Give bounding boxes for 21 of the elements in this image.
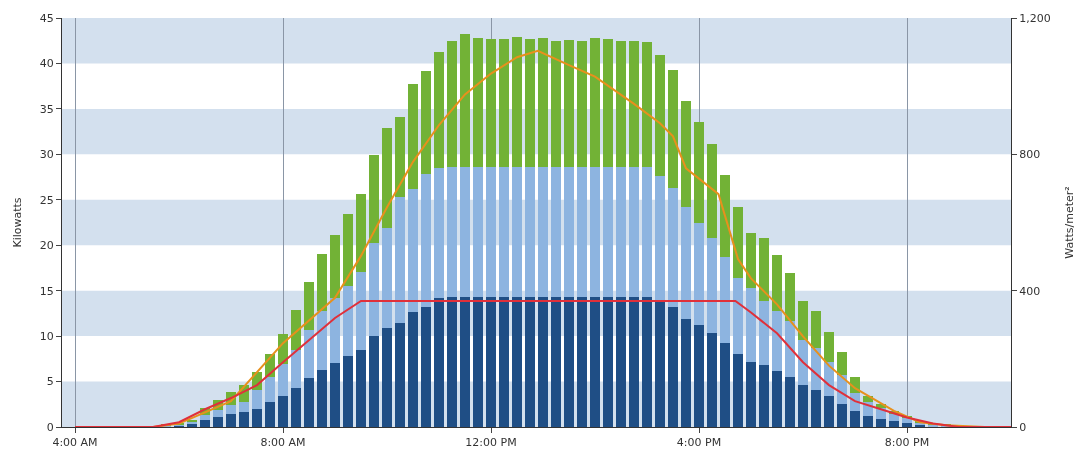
y-tick-label: 20	[39, 239, 54, 253]
y-axis-title: Kilowatts	[11, 197, 25, 248]
y-tick-label: 0	[46, 420, 54, 434]
y2-tick-label: 1,200	[1019, 11, 1051, 25]
y2-tick-label: 800	[1019, 148, 1041, 162]
y2-tick-label: 0	[1019, 420, 1027, 434]
x-tick-label: 4:00 PM	[676, 436, 722, 450]
x-tick-label: 4:00 AM	[52, 436, 98, 450]
y-tick-label: 10	[39, 329, 54, 343]
x-tick-label: 8:00 PM	[884, 436, 930, 450]
y-tick-label: 45	[39, 11, 54, 25]
y-tick-label: 35	[39, 102, 54, 116]
x-tick-label: 12:00 PM	[465, 436, 517, 450]
y-tick-label: 40	[39, 57, 54, 71]
x-tick-label: 8:00 AM	[260, 436, 306, 450]
y-tick-label: 5	[46, 375, 54, 389]
y-tick-label: 15	[39, 284, 54, 298]
y2-axis-title: Watts/meter²	[1062, 186, 1076, 259]
y-tick-label: 25	[39, 193, 54, 207]
y2-tick-label: 400	[1019, 284, 1041, 298]
y-tick-label: 30	[39, 148, 54, 162]
